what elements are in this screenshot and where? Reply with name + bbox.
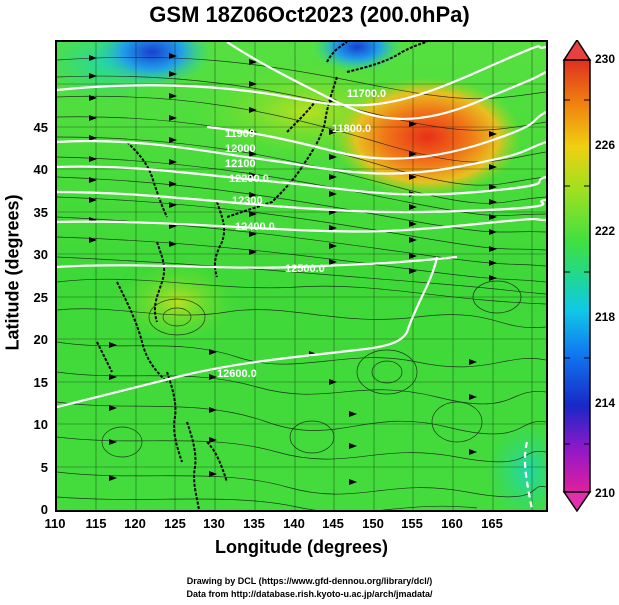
height-contours [57,42,546,510]
wind-arrows [89,53,497,485]
map-plot-area[interactable]: 11700.0 11800.0 11900 12000 12100 12200.… [55,40,548,512]
x-tick-label: 120 [124,516,146,531]
x-tick-label: 140 [283,516,305,531]
x-tick-label: 155 [401,516,423,531]
map-title: GSM 18Z06Oct2023 (200.0hPa) [149,2,470,27]
y-tick-label: 15 [33,375,48,390]
contour-label: 12300 [232,195,263,207]
credit-data: Data from http://database.rish.kyoto-u.a… [186,589,433,599]
coastlines [96,42,428,510]
contour-label: 11900 [225,128,255,140]
x-tick-label: 125 [164,516,186,531]
x-tick-label: 115 [85,516,107,531]
wind-streamlines [57,56,546,510]
contour-label: 12100 [225,158,256,170]
y-tick-label: 45 [33,120,48,135]
y-tick-label: 0 [40,502,48,517]
x-tick-label: 160 [441,516,463,531]
x-tick-label: 165 [481,516,503,531]
y-tick-label: 30 [33,247,48,262]
y-tick-label: 35 [33,205,48,220]
colorbar-tick: 214 [595,396,616,410]
contour-label: 12500.0 [285,263,325,275]
contour-label: 12000 [225,143,256,155]
x-tick-label: 145 [322,516,344,531]
colorbar-tick: 222 [595,224,616,238]
x-axis-label: Longitude (degrees) [214,537,388,557]
x-tick-label: 110 [44,516,66,531]
contour-label: 12600.0 [217,368,257,380]
colorbar-tick: 230 [595,52,616,66]
colorbar-tick: 226 [595,138,616,152]
streamline-map: 11700.0 11800.0 11900 12000 12100 12200.… [57,42,546,510]
x-tick-label: 135 [243,516,265,531]
colorbar-tick: 218 [595,310,616,324]
colorbar-tick: 210 [595,486,616,500]
y-tick-label: 40 [33,162,48,177]
contour-label: 12200.0 [229,173,269,185]
colorbar [562,40,592,512]
y-tick-label: 10 [33,417,48,432]
contour-label: 11700.0 [347,88,386,100]
contour-label: 11800.0 [332,123,371,135]
credit-drawing: Drawing by DCL (https://www.gfd-dennou.o… [186,576,433,586]
y-tick-label: 20 [33,332,48,347]
x-tick-label: 150 [362,516,384,531]
y-tick-label: 5 [40,460,48,475]
contour-label: 12400.0 [235,221,275,233]
y-tick-label: 25 [33,290,48,305]
x-tick-label: 130 [203,516,225,531]
